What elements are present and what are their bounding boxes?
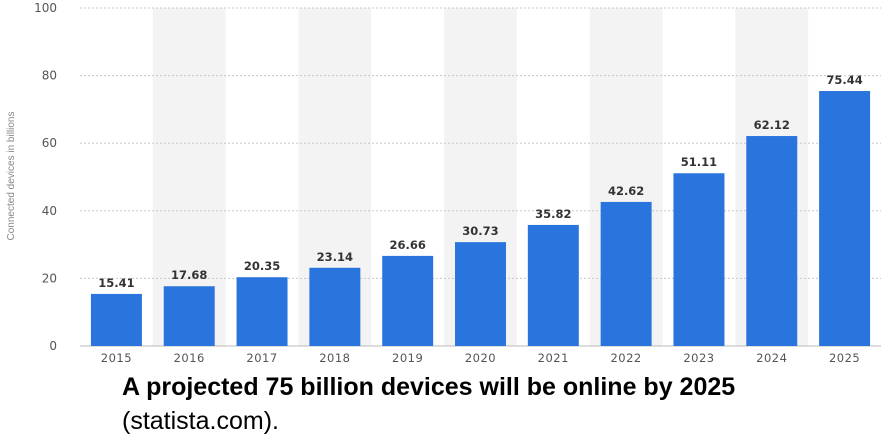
y-tick-label: 80 <box>42 69 57 83</box>
data-label: 51.11 <box>681 155 717 169</box>
y-tick-label: 0 <box>49 339 57 353</box>
bar <box>746 136 798 346</box>
bar-chart: 0 20 40 60 80 100 15.41 17.68 20.35 23.14 26.66 30… <box>6 1 881 365</box>
y-tick-label: 100 <box>34 1 57 15</box>
data-label: 42.62 <box>608 184 644 198</box>
data-label: 23.14 <box>317 250 353 264</box>
y-tick-label: 40 <box>42 204 57 218</box>
bar <box>600 201 652 346</box>
caption: A projected 75 billion devices will be o… <box>122 370 882 438</box>
x-axis-ticks: 2015 2016 2017 2018 2019 2020 2021 2022 2023 2024… <box>101 351 860 365</box>
bar <box>819 91 871 346</box>
bar <box>455 242 506 346</box>
data-label: 35.82 <box>535 207 571 221</box>
data-label: 26.66 <box>389 238 425 252</box>
x-tick-label: 2025 <box>829 351 860 365</box>
data-label: 20.35 <box>244 259 280 273</box>
x-tick-label: 2024 <box>756 351 787 365</box>
bar <box>90 293 142 346</box>
caption-title: A projected 75 billion devices will be o… <box>122 373 736 401</box>
bar <box>673 173 725 346</box>
x-tick-label: 2019 <box>392 351 423 365</box>
data-label: 62.12 <box>754 118 790 132</box>
x-tick-label: 2018 <box>319 351 350 365</box>
x-tick-label: 2016 <box>174 351 205 365</box>
y-axis-ticks: 0 20 40 60 80 100 <box>34 1 57 353</box>
data-label: 30.73 <box>462 224 498 238</box>
bar <box>382 255 434 346</box>
y-tick-label: 20 <box>42 271 57 285</box>
bars: 15.41 17.68 20.35 23.14 26.66 30.73 35.82 42.62… <box>90 73 871 346</box>
x-tick-label: 2022 <box>610 351 641 365</box>
bar <box>527 224 579 346</box>
bar <box>309 267 361 346</box>
bar <box>163 286 215 346</box>
x-tick-label: 2023 <box>683 351 714 365</box>
bar <box>236 277 288 346</box>
caption-source: (statista.com). <box>122 407 279 435</box>
y-axis-label: Connected devices in billions <box>6 112 17 241</box>
data-label: 15.41 <box>98 276 134 290</box>
x-tick-label: 2020 <box>465 351 496 365</box>
data-label: 75.44 <box>826 73 862 87</box>
data-label: 17.68 <box>171 268 207 282</box>
x-tick-label: 2017 <box>246 351 277 365</box>
x-tick-label: 2021 <box>538 351 569 365</box>
x-tick-label: 2015 <box>101 351 132 365</box>
y-tick-label: 60 <box>42 136 57 150</box>
